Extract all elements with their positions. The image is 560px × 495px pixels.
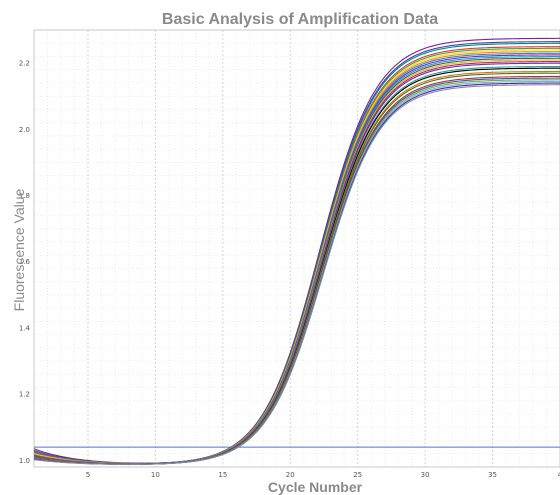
series-line: [33, 57, 560, 465]
series-line: [33, 82, 560, 465]
series-line: [33, 41, 560, 464]
series-line: [33, 62, 560, 465]
y-tick-label: 1.6: [19, 258, 31, 266]
x-tick-label: 25: [353, 471, 362, 479]
series-line: [33, 51, 560, 465]
x-axis-label: Cycle Number: [268, 479, 363, 495]
x-tick-label: 20: [286, 471, 295, 479]
series-line: [33, 60, 560, 465]
tick-labels: 5 10 15 20 25 30 35 4 1.0 1.2 1.4 1.6 1.8 2.0 2.2: [19, 60, 560, 479]
series-line: [33, 54, 560, 465]
series-line: [33, 49, 560, 465]
y-tick-label: 2.0: [19, 126, 30, 134]
y-tick-label: 1.0: [19, 457, 30, 465]
series-line: [33, 84, 560, 465]
y-tick-label: 1.8: [19, 192, 30, 200]
y-tick-label: 2.2: [19, 60, 30, 68]
series-line: [33, 37, 560, 464]
series-line: [33, 80, 560, 465]
x-tick-label: 4: [558, 471, 560, 479]
x-tick-label: 30: [421, 471, 430, 479]
plot-frame: [33, 29, 560, 468]
series-lines: [33, 37, 560, 465]
major-grid: [87, 30, 560, 467]
series-line: [33, 56, 560, 465]
y-tick-label: 1.2: [19, 391, 30, 399]
series-line: [33, 65, 560, 465]
x-tick-label: 15: [218, 471, 227, 479]
series-line: [33, 79, 560, 465]
y-tick-label: 1.4: [19, 324, 31, 332]
x-tick-label: 35: [488, 471, 497, 479]
x-tick-label: 5: [86, 471, 90, 479]
series-line: [33, 59, 560, 465]
y-axis-label: Fluorescence Value: [11, 188, 27, 311]
series-line: [33, 75, 560, 465]
series-line: [33, 67, 560, 465]
series-line: [33, 52, 560, 465]
chart-title: Basic Analysis of Amplification Data: [162, 11, 438, 28]
minor-grid: [33, 29, 560, 468]
series-line: [33, 70, 560, 465]
x-tick-label: 10: [151, 471, 160, 479]
